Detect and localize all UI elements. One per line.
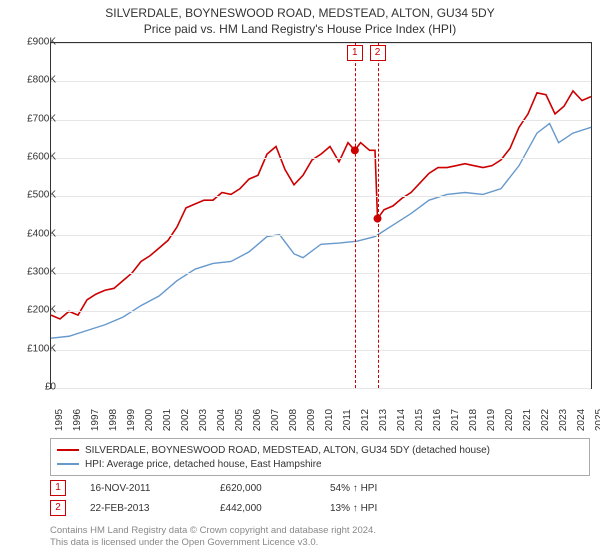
x-axis-label: 2020 [504, 409, 515, 431]
x-axis-label: 2000 [144, 409, 155, 431]
chart-series-line [51, 91, 591, 319]
x-axis-label: 2008 [288, 409, 299, 431]
gridline [51, 235, 591, 236]
x-axis-label: 2017 [450, 409, 461, 431]
gridline [51, 311, 591, 312]
x-axis-label: 2019 [486, 409, 497, 431]
x-axis-label: 2001 [162, 409, 173, 431]
legend-label: SILVERDALE, BOYNESWOOD ROAD, MEDSTEAD, A… [85, 445, 490, 456]
x-axis-label: 2006 [252, 409, 263, 431]
sale-marker-box: 1 [347, 45, 363, 61]
y-axis-label: £300K [6, 267, 56, 278]
gridline [51, 350, 591, 351]
chart-container: SILVERDALE, BOYNESWOOD ROAD, MEDSTEAD, A… [0, 0, 600, 560]
legend: SILVERDALE, BOYNESWOOD ROAD, MEDSTEAD, A… [50, 438, 590, 476]
event-row: 2 22-FEB-2013 £442,000 13% ↑ HPI [50, 500, 590, 516]
x-axis-label: 2021 [522, 409, 533, 431]
x-axis-label: 2004 [216, 409, 227, 431]
y-axis-label: £200K [6, 305, 56, 316]
x-axis-label: 2013 [378, 409, 389, 431]
sale-marker-line [355, 43, 356, 388]
title-line-2: Price paid vs. HM Land Registry's House … [0, 22, 600, 36]
x-axis-label: 2005 [234, 409, 245, 431]
footer-attribution: Contains HM Land Registry data © Crown c… [50, 525, 590, 550]
event-marker-icon: 1 [50, 480, 66, 496]
chart-svg [51, 43, 591, 388]
x-axis-label: 2014 [396, 409, 407, 431]
chart-plot-area: 12 [50, 42, 592, 389]
footer-line-1: Contains HM Land Registry data © Crown c… [50, 525, 590, 537]
x-axis-label: 2015 [414, 409, 425, 431]
event-hpi: 54% ↑ HPI [330, 483, 590, 494]
legend-row: SILVERDALE, BOYNESWOOD ROAD, MEDSTEAD, A… [57, 443, 583, 457]
title-line-1: SILVERDALE, BOYNESWOOD ROAD, MEDSTEAD, A… [0, 6, 600, 20]
x-axis-label: 2023 [558, 409, 569, 431]
y-axis-label: £900K [6, 37, 56, 48]
y-axis-label: £0 [6, 382, 56, 393]
x-axis-label: 1996 [72, 409, 83, 431]
x-axis-label: 1999 [126, 409, 137, 431]
x-axis-label: 1995 [54, 409, 65, 431]
legend-swatch [57, 463, 79, 465]
x-axis-label: 2012 [360, 409, 371, 431]
x-axis-label: 1998 [108, 409, 119, 431]
legend-swatch [57, 449, 79, 451]
x-axis-label: 2007 [270, 409, 281, 431]
gridline [51, 273, 591, 274]
y-axis-label: £600K [6, 152, 56, 163]
gridline [51, 196, 591, 197]
event-price: £442,000 [220, 503, 330, 514]
event-date: 16-NOV-2011 [90, 483, 220, 494]
gridline [51, 120, 591, 121]
event-marker-icon: 2 [50, 500, 66, 516]
y-axis-label: £400K [6, 228, 56, 239]
legend-label: HPI: Average price, detached house, East… [85, 459, 322, 470]
event-hpi: 13% ↑ HPI [330, 503, 590, 514]
legend-row: HPI: Average price, detached house, East… [57, 457, 583, 471]
event-price: £620,000 [220, 483, 330, 494]
gridline [51, 43, 591, 44]
event-row: 1 16-NOV-2011 £620,000 54% ↑ HPI [50, 480, 590, 496]
x-axis-label: 2009 [306, 409, 317, 431]
gridline [51, 81, 591, 82]
title-block: SILVERDALE, BOYNESWOOD ROAD, MEDSTEAD, A… [0, 0, 600, 36]
x-axis-label: 2002 [180, 409, 191, 431]
y-axis-label: £700K [6, 113, 56, 124]
y-axis-label: £500K [6, 190, 56, 201]
chart-series-line [51, 124, 591, 339]
x-axis-label: 2016 [432, 409, 443, 431]
y-axis-label: £100K [6, 343, 56, 354]
x-axis-label: 2025 [594, 409, 600, 431]
x-axis-label: 2011 [342, 409, 353, 431]
x-axis-label: 2024 [576, 409, 587, 431]
footer-line-2: This data is licensed under the Open Gov… [50, 537, 590, 549]
x-axis-label: 2022 [540, 409, 551, 431]
x-axis-label: 2018 [468, 409, 479, 431]
gridline [51, 158, 591, 159]
y-axis-label: £800K [6, 75, 56, 86]
sale-marker-line [378, 43, 379, 388]
x-axis-label: 2010 [324, 409, 335, 431]
sale-marker-box: 2 [370, 45, 386, 61]
x-axis-label: 2003 [198, 409, 209, 431]
gridline [51, 388, 591, 389]
event-date: 22-FEB-2013 [90, 503, 220, 514]
x-axis-label: 1997 [90, 409, 101, 431]
